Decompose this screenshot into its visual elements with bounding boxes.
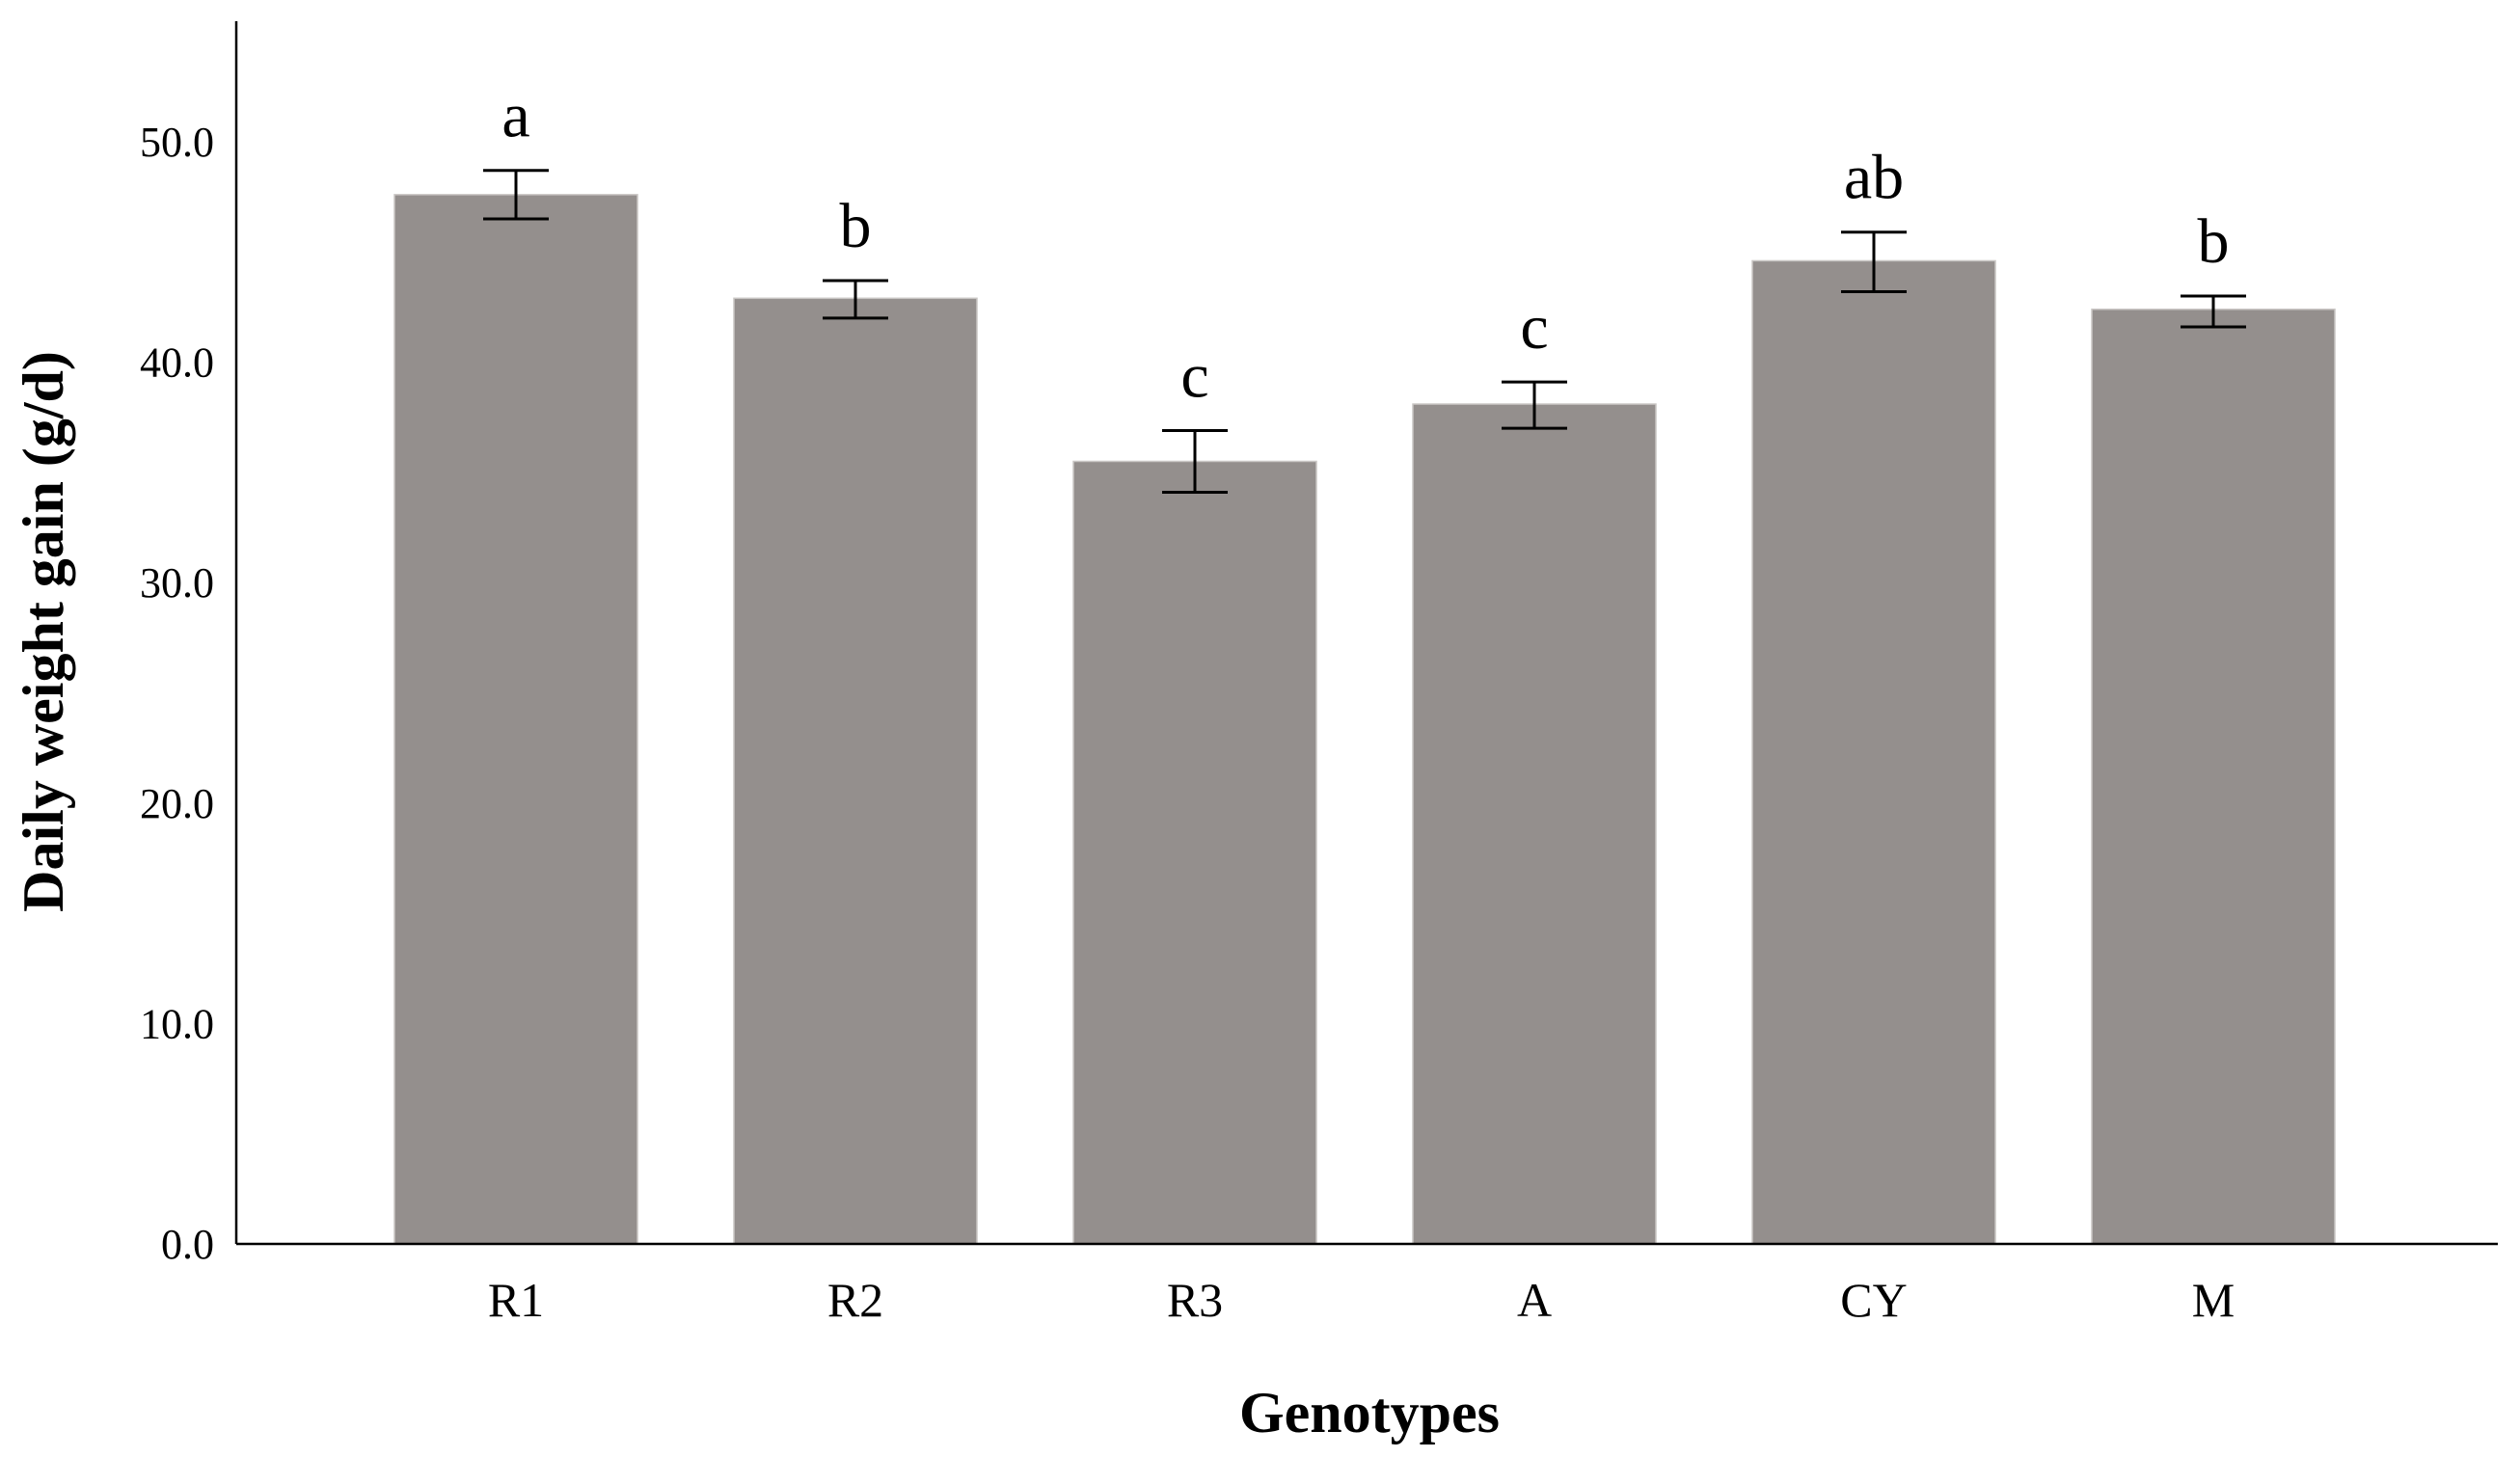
bars-layer [393,194,2336,1245]
y-axis-title: Daily weight gain (g/d) [12,351,75,912]
x-tick-label: A [1517,1273,1552,1327]
significance-letter: c [1520,292,1548,363]
x-tick-labels: R1 R2 R3 A CY M [488,1273,2235,1327]
x-tick-label: R1 [488,1273,544,1327]
bar-r3 [1072,460,1317,1245]
y-tick-label: 20.0 [140,780,214,827]
x-tick-label: R2 [827,1273,883,1327]
x-axis-title: Genotypes [1239,1381,1500,1444]
significance-letter: b [840,191,872,261]
y-tick-label: 0.0 [161,1221,214,1268]
significance-letter: ab [1844,143,1904,213]
significance-letter: c [1180,340,1208,411]
x-tick-label: M [2192,1273,2235,1327]
bar-a [1412,403,1657,1245]
y-tick-label: 30.0 [140,559,214,607]
bar-m [2091,308,2336,1245]
significance-letter: a [501,81,529,151]
bar-r1 [393,194,638,1245]
y-tick-label: 10.0 [140,1000,214,1047]
x-tick-label: R3 [1167,1273,1223,1327]
x-tick-label: CY [1840,1273,1907,1327]
y-tick-labels: 0.0 10.0 20.0 30.0 40.0 50.0 [140,119,214,1268]
error-bars-layer [483,169,2246,494]
bar-r2 [733,297,978,1245]
bar-cy [1751,259,1996,1245]
significance-letter: b [2198,206,2230,277]
y-tick-label: 40.0 [140,339,214,387]
axes-layer [234,21,2498,1246]
y-tick-label: 50.0 [140,119,214,166]
